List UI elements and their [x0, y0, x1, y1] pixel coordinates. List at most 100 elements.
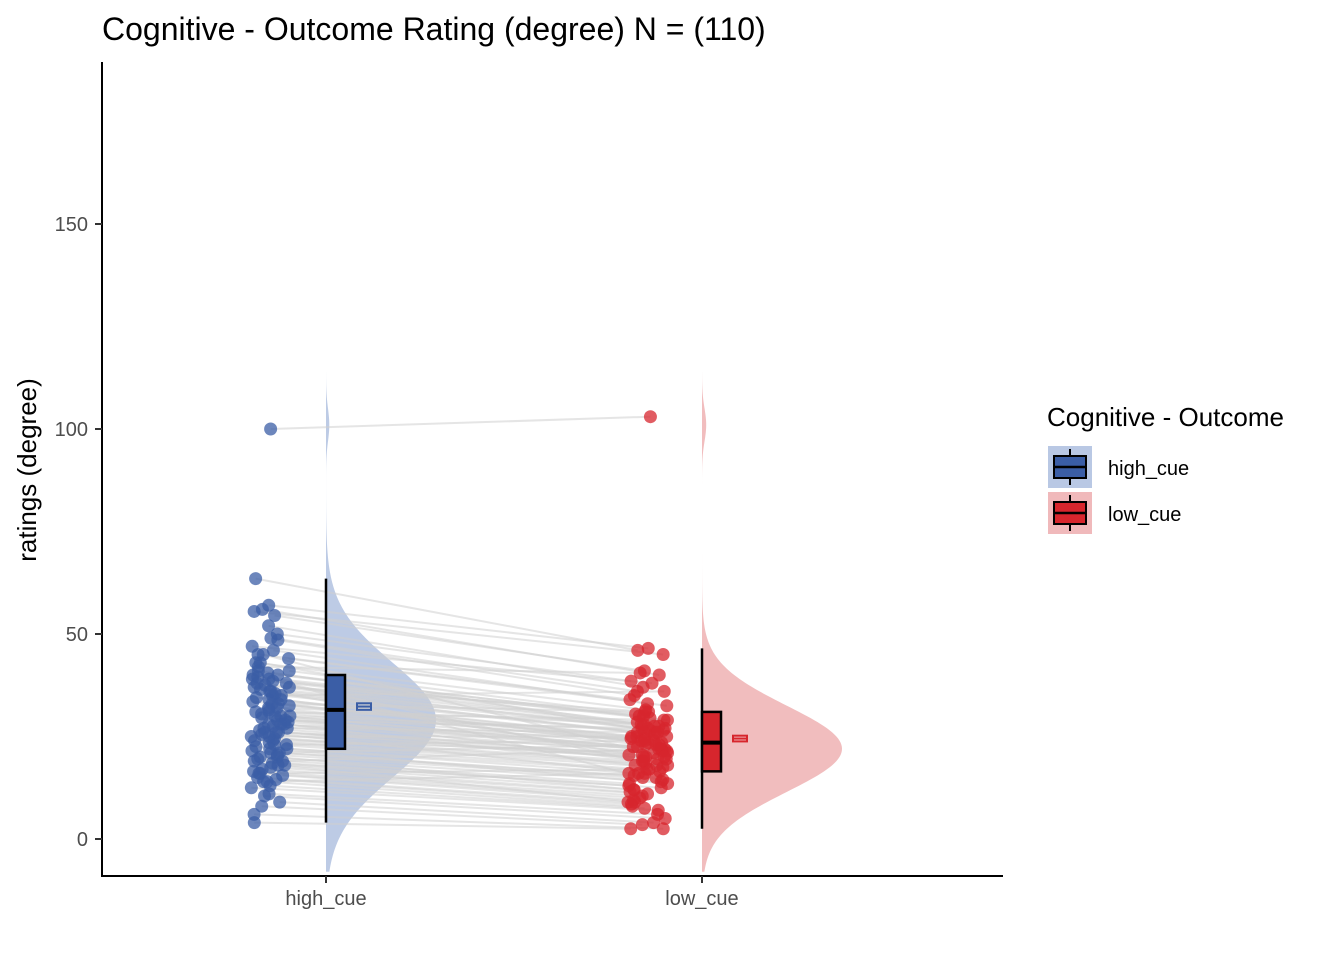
pair-line [268, 624, 644, 689]
point-low-cue [651, 725, 665, 739]
point-low-cue [638, 734, 652, 748]
pair-line [275, 778, 632, 806]
point-low-cue [628, 795, 642, 809]
y-tick-label: 150 [55, 214, 88, 236]
point-high-cue [282, 680, 296, 694]
pair-line [255, 577, 638, 652]
pair-line [254, 821, 631, 830]
point-low-cue [657, 684, 671, 698]
x-axis-ticks: high_cue low_cue [285, 876, 739, 910]
pair-line [277, 756, 635, 791]
pair-line [258, 665, 641, 674]
point-low-cue [635, 818, 649, 832]
point-high-cue [273, 795, 287, 809]
point-low-cue [624, 732, 638, 746]
point-low-cue [638, 801, 652, 815]
y-tick-label: 100 [55, 419, 88, 441]
point-high-cue [249, 572, 263, 586]
point-high-cue [266, 643, 280, 657]
point-low-cue [660, 699, 674, 713]
point-high-cue [264, 684, 278, 698]
y-axis-title: ratings (degree) [12, 378, 42, 562]
x-tick-label: high_cue [285, 888, 366, 910]
y-tick-label: 0 [77, 829, 88, 851]
point-low-cue [624, 822, 638, 836]
density-low_cue [702, 371, 842, 872]
pair-line [288, 657, 667, 707]
pair-line [277, 639, 635, 697]
chart-title: Cognitive - Outcome Rating (degree) N = … [102, 11, 766, 47]
pair-line [269, 747, 668, 785]
pair-line [279, 801, 654, 824]
point-high-cue [262, 619, 276, 633]
point-high-cue [246, 695, 260, 709]
pair-line [267, 780, 633, 808]
point-low-cue [623, 693, 637, 707]
point-high-cue [264, 422, 278, 436]
point-high-cue [257, 775, 271, 789]
point-low-cue [657, 750, 671, 764]
point-high-cue [271, 758, 285, 772]
box-high_cue [324, 673, 347, 751]
pair-line [272, 762, 662, 789]
pair-line [251, 786, 659, 812]
pair-line [258, 669, 655, 728]
point-high-cue [247, 816, 261, 830]
point-high-cue [258, 789, 272, 803]
pair-line [270, 415, 651, 430]
point-low-cue [627, 783, 641, 797]
legend: Cognitive - Outcome high_cue low_cue [1047, 402, 1284, 534]
point-low-cue [652, 738, 666, 752]
point-low-cue [641, 641, 655, 655]
pair-line [277, 633, 632, 683]
pair-line [270, 784, 645, 810]
point-low-cue [647, 816, 661, 830]
point-low-cue [656, 822, 670, 836]
point-high-cue [282, 664, 296, 678]
legend-title: Cognitive - Outcome [1047, 402, 1284, 432]
x-tick-label: low_cue [665, 888, 738, 910]
pair-line [277, 764, 635, 804]
pair-line [262, 608, 660, 676]
y-axis-ticks: 0 50 100 150 [55, 214, 102, 851]
pair-line [287, 727, 656, 734]
pair-line [286, 682, 658, 767]
pair-line [255, 661, 646, 711]
point-high-cue [268, 709, 282, 723]
plot-area [244, 371, 842, 872]
point-high-cue [245, 639, 259, 653]
legend-label-low_cue: low_cue [1108, 504, 1181, 526]
point-high-cue [274, 693, 288, 707]
point-high-cue [256, 648, 270, 661]
point-low-cue [628, 758, 642, 772]
pair-line [269, 792, 658, 816]
point-low-cue [643, 410, 657, 424]
pair-line [263, 772, 629, 783]
point-high-cue [244, 781, 258, 795]
point-high-cue [258, 725, 272, 739]
point-low-cue [633, 666, 647, 680]
pair-line [254, 813, 664, 830]
point-low-cue [656, 648, 670, 661]
legend-label-high_cue: high_cue [1108, 458, 1189, 480]
pair-line [264, 794, 666, 820]
pair-line [268, 604, 649, 650]
point-low-cue [637, 709, 651, 723]
point-low-cue [661, 777, 675, 791]
point-low-cue [622, 748, 636, 762]
point-high-cue [279, 738, 293, 752]
point-low-cue [638, 766, 652, 780]
point-low-cue [631, 643, 645, 657]
point-low-cue [624, 674, 638, 688]
point-high-cue [268, 609, 282, 623]
point-low-cue [658, 812, 672, 825]
point-high-cue [282, 652, 296, 666]
y-tick-label: 50 [66, 624, 88, 646]
point-low-cue [657, 713, 671, 727]
point-high-cue [277, 717, 291, 731]
point-high-cue [271, 633, 285, 647]
point-low-cue [636, 680, 650, 694]
point-high-cue [247, 754, 261, 768]
